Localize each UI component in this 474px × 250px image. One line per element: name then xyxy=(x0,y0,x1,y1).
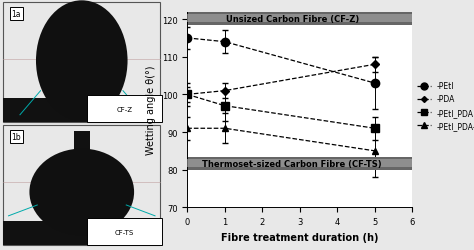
Bar xyxy=(187,12,412,26)
Text: Thermoset-sized Carbon Fibre (CF-TS): Thermoset-sized Carbon Fibre (CF-TS) xyxy=(202,159,382,168)
FancyBboxPatch shape xyxy=(87,218,162,245)
Text: 1b: 1b xyxy=(11,132,21,141)
FancyBboxPatch shape xyxy=(3,125,160,245)
FancyBboxPatch shape xyxy=(73,131,90,158)
FancyBboxPatch shape xyxy=(3,221,160,245)
FancyBboxPatch shape xyxy=(87,96,162,122)
FancyBboxPatch shape xyxy=(3,98,160,122)
Text: 1a: 1a xyxy=(11,10,21,19)
Text: Unsized Carbon Fibre (CF-Z): Unsized Carbon Fibre (CF-Z) xyxy=(226,14,359,24)
Y-axis label: Wetting angle θ(°): Wetting angle θ(°) xyxy=(146,66,156,154)
Text: CF-Z: CF-Z xyxy=(116,106,132,112)
Text: CF-TS: CF-TS xyxy=(115,229,134,235)
Ellipse shape xyxy=(36,1,128,121)
Bar xyxy=(187,160,412,168)
Legend: -PEtI, -PDA, -PEtI_PDA, -PEtI_PDA-24h: -PEtI, -PDA, -PEtI_PDA, -PEtI_PDA-24h xyxy=(414,79,474,133)
Ellipse shape xyxy=(29,149,134,236)
Bar xyxy=(187,157,412,170)
Bar xyxy=(187,15,412,23)
FancyBboxPatch shape xyxy=(3,2,160,122)
FancyBboxPatch shape xyxy=(73,8,90,35)
X-axis label: Fibre treatment duration (h): Fibre treatment duration (h) xyxy=(221,232,379,242)
